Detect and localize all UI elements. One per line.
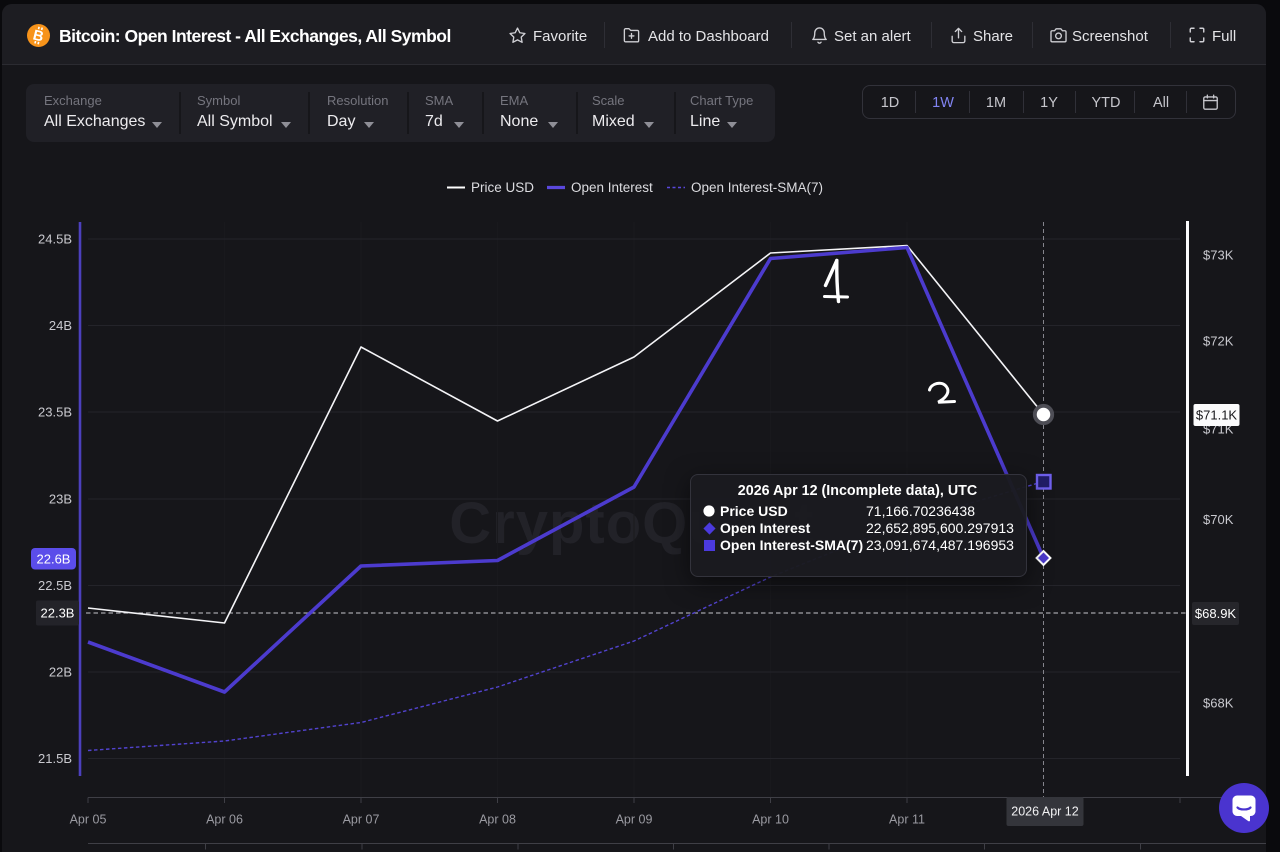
svg-text:24.5B: 24.5B	[38, 232, 72, 247]
svg-text:23.5B: 23.5B	[38, 405, 72, 420]
svg-text:$72K: $72K	[1203, 334, 1234, 349]
svg-text:$73K: $73K	[1203, 248, 1234, 263]
svg-text:22.3B: 22.3B	[41, 606, 75, 621]
svg-text:23B: 23B	[49, 492, 72, 507]
svg-text:Apr 08: Apr 08	[479, 813, 516, 827]
svg-text:Apr 09: Apr 09	[616, 813, 653, 827]
svg-text:$68K: $68K	[1203, 696, 1234, 711]
svg-text:21.5B: 21.5B	[38, 751, 72, 766]
svg-text:Apr 07: Apr 07	[343, 813, 380, 827]
svg-text:$68.9K: $68.9K	[1195, 606, 1237, 621]
svg-text:22B: 22B	[49, 665, 72, 680]
svg-text:$70K: $70K	[1203, 512, 1234, 527]
svg-text:$71.1K: $71.1K	[1196, 408, 1238, 423]
svg-text:Apr 06: Apr 06	[206, 813, 243, 827]
svg-text:22.6B: 22.6B	[37, 552, 71, 567]
svg-text:Apr 11: Apr 11	[889, 813, 925, 827]
svg-text:Apr 05: Apr 05	[70, 813, 107, 827]
svg-text:22.5B: 22.5B	[38, 578, 72, 593]
svg-text:24B: 24B	[49, 318, 72, 333]
svg-text:B: B	[31, 28, 45, 46]
svg-text:Apr 10: Apr 10	[752, 813, 789, 827]
svg-text:2026 Apr 12: 2026 Apr 12	[1011, 805, 1078, 819]
